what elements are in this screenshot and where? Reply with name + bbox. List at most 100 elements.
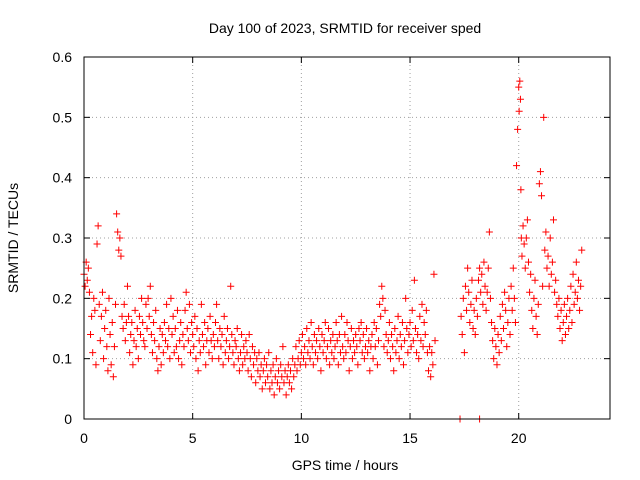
- data-point: [544, 252, 552, 260]
- data-point: [118, 312, 126, 320]
- data-point: [405, 331, 413, 339]
- data-point: [476, 264, 484, 272]
- data-point: [385, 318, 393, 326]
- data-point: [484, 264, 492, 272]
- data-point: [102, 306, 110, 314]
- data-point: [460, 349, 468, 357]
- data-point: [129, 361, 137, 369]
- data-point: [545, 282, 553, 290]
- data-point: [329, 331, 337, 339]
- data-point: [113, 210, 121, 218]
- data-point: [481, 282, 489, 290]
- data-point: [238, 331, 246, 339]
- data-point: [427, 373, 435, 381]
- data-point: [528, 306, 536, 314]
- data-point: [155, 343, 163, 351]
- data-point: [557, 306, 565, 314]
- data-point: [497, 337, 505, 345]
- data-point: [564, 294, 572, 302]
- data-point: [469, 325, 477, 332]
- data-point: [386, 355, 394, 363]
- y-axis-label: SRMTID / TECUs: [5, 183, 21, 293]
- x-axis-label: GPS time / hours: [292, 457, 399, 473]
- data-point: [276, 385, 284, 393]
- data-point: [319, 349, 327, 357]
- data-point: [393, 337, 401, 345]
- data-point: [574, 276, 582, 284]
- data-point: [185, 300, 193, 308]
- data-point: [286, 367, 294, 375]
- data-point: [247, 373, 255, 381]
- data-point: [119, 325, 127, 332]
- data-point: [421, 331, 429, 339]
- data-point: [366, 367, 374, 375]
- x-tick-label: 0: [80, 430, 88, 446]
- data-point: [275, 367, 283, 375]
- data-point: [167, 294, 175, 302]
- data-point: [193, 325, 201, 332]
- data-point: [542, 228, 550, 236]
- data-point: [380, 343, 388, 351]
- data-point: [93, 240, 101, 248]
- data-point: [364, 349, 372, 357]
- data-point: [265, 349, 273, 357]
- data-point: [115, 246, 123, 254]
- data-point: [204, 325, 212, 332]
- data-point: [307, 318, 315, 326]
- data-point: [233, 325, 241, 332]
- data-point: [356, 337, 364, 345]
- data-point: [369, 355, 377, 363]
- data-point: [373, 361, 381, 369]
- data-point: [546, 234, 554, 242]
- data-point: [331, 343, 339, 351]
- data-point: [556, 325, 564, 332]
- data-point: [418, 300, 426, 308]
- data-point: [228, 331, 236, 339]
- data-point: [520, 240, 528, 248]
- data-point: [141, 343, 149, 351]
- data-point: [414, 331, 422, 339]
- data-point: [188, 318, 196, 326]
- data-point: [409, 337, 417, 345]
- data-point: [493, 361, 501, 369]
- data-point: [288, 385, 296, 393]
- data-point: [341, 331, 349, 339]
- data-point: [548, 258, 556, 266]
- data-point: [269, 361, 277, 369]
- data-point: [125, 312, 133, 320]
- data-point: [142, 300, 150, 308]
- data-point: [175, 355, 183, 363]
- data-point: [494, 331, 502, 339]
- data-point: [271, 373, 279, 381]
- data-point: [406, 318, 414, 326]
- x-tick-label: 20: [511, 430, 527, 446]
- data-point: [390, 367, 398, 375]
- data-point: [160, 318, 168, 326]
- data-point: [351, 349, 359, 357]
- data-point: [310, 331, 318, 339]
- data-point: [158, 331, 166, 339]
- data-point: [306, 355, 314, 363]
- data-point: [355, 325, 363, 332]
- data-point: [543, 264, 551, 272]
- data-point: [123, 282, 131, 290]
- y-tick-label: 0: [64, 411, 72, 427]
- data-point: [223, 325, 231, 332]
- data-point: [407, 343, 415, 351]
- data-point: [195, 337, 203, 345]
- data-point: [519, 222, 527, 230]
- data-point: [270, 391, 278, 399]
- data-point: [92, 361, 100, 369]
- data-point: [314, 355, 322, 363]
- data-point: [540, 113, 548, 121]
- data-point: [338, 312, 346, 320]
- data-point: [488, 318, 496, 326]
- data-point: [264, 373, 272, 381]
- data-point: [502, 306, 510, 314]
- data-point: [226, 343, 234, 351]
- data-point: [396, 331, 404, 339]
- data-point: [277, 361, 285, 369]
- data-point: [461, 282, 469, 290]
- data-point: [94, 222, 102, 230]
- data-point: [425, 367, 433, 375]
